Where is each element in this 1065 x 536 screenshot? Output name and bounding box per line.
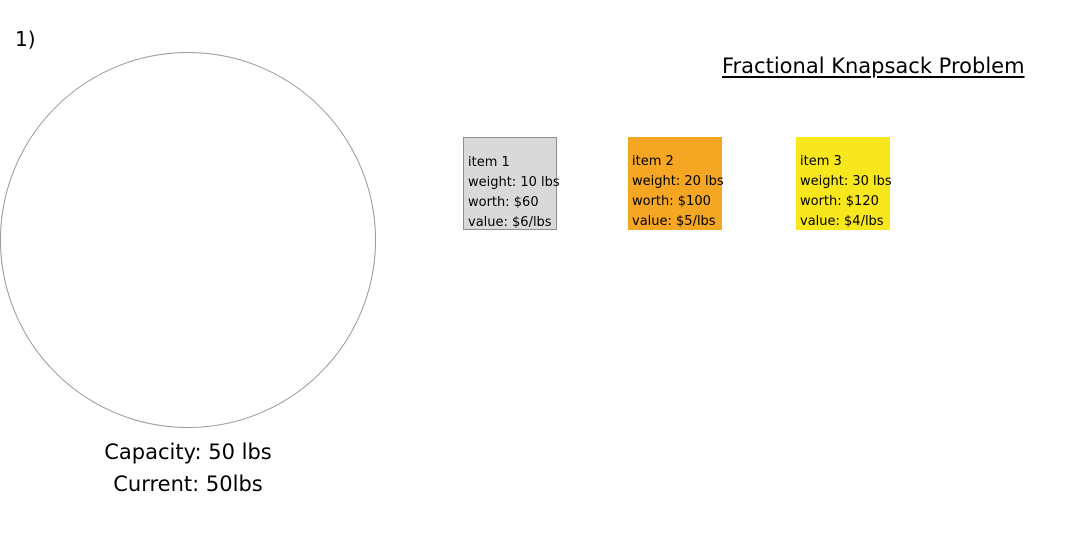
item-name: item 1 [468, 153, 556, 173]
step-label: 1) [15, 27, 36, 51]
item-weight: weight: 10 lbs [468, 173, 556, 193]
item-name: item 2 [632, 152, 722, 172]
item-value: value: $6/lbs [468, 213, 556, 233]
current-weight-label: Current: 50lbs [60, 468, 316, 500]
page-title: Fractional Knapsack Problem [722, 53, 1025, 79]
item-value: value: $4/lbs [800, 212, 890, 232]
item-card-1[interactable]: item 1 weight: 10 lbs worth: $60 value: … [463, 137, 557, 230]
knapsack-circle [0, 52, 376, 428]
item-weight: weight: 30 lbs [800, 172, 890, 192]
item-worth: worth: $120 [800, 192, 890, 212]
item-weight: weight: 20 lbs [632, 172, 722, 192]
item-worth: worth: $100 [632, 192, 722, 212]
item-card-3[interactable]: item 3 weight: 30 lbs worth: $120 value:… [796, 137, 890, 230]
knapsack-info: Capacity: 50 lbs Current: 50lbs [60, 436, 316, 500]
item-name: item 3 [800, 152, 890, 172]
item-value: value: $5/lbs [632, 212, 722, 232]
item-card-2[interactable]: item 2 weight: 20 lbs worth: $100 value:… [628, 137, 722, 230]
capacity-label: Capacity: 50 lbs [60, 436, 316, 468]
item-worth: worth: $60 [468, 193, 556, 213]
